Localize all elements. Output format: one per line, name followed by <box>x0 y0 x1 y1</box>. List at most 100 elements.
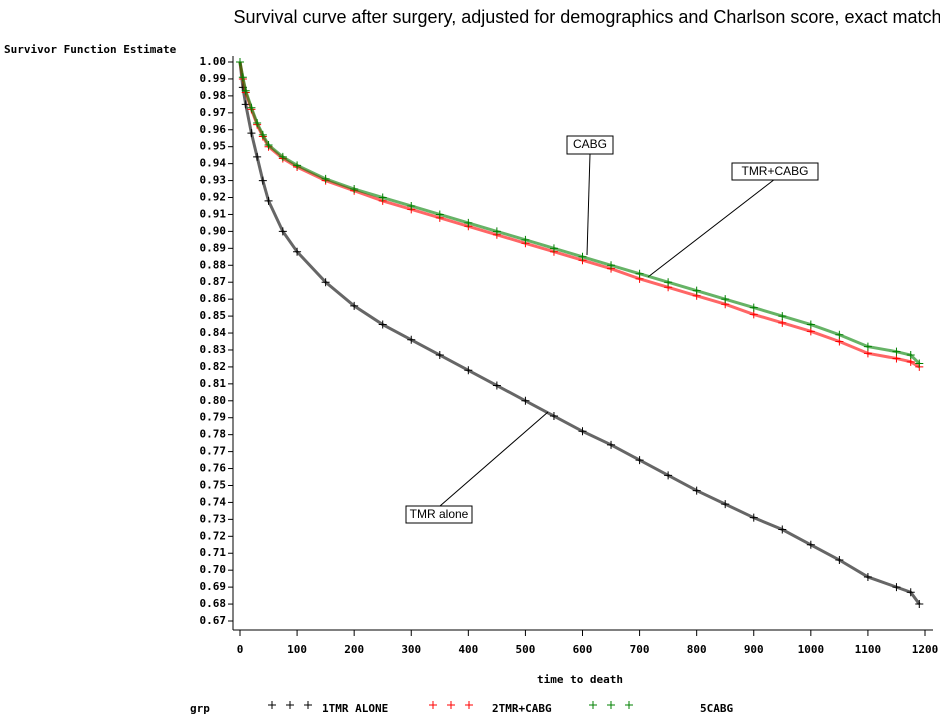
point <box>906 357 915 366</box>
point <box>863 572 872 581</box>
point <box>492 381 501 390</box>
x-axis-label: time to death <box>537 673 623 686</box>
annotation-leader <box>439 411 549 507</box>
point <box>635 456 644 465</box>
point <box>435 210 444 219</box>
point <box>749 310 758 319</box>
point <box>258 130 267 139</box>
point <box>578 252 587 261</box>
point <box>247 103 256 112</box>
y-tick-label: 0.69 <box>200 580 227 593</box>
point <box>806 320 815 329</box>
point <box>721 500 730 509</box>
annotation: TMR alone <box>410 507 469 521</box>
legend-marker <box>286 701 294 709</box>
y-tick-label: 0.70 <box>200 563 227 576</box>
x-tick-label: 0 <box>237 643 244 656</box>
legend-marker <box>625 701 633 709</box>
point <box>407 201 416 210</box>
point <box>492 227 501 236</box>
point <box>906 351 915 360</box>
point <box>464 218 473 227</box>
point <box>258 176 267 185</box>
y-tick-label: 0.67 <box>200 614 227 627</box>
point <box>863 342 872 351</box>
y-tick-label: 0.91 <box>200 207 227 220</box>
point <box>806 327 815 336</box>
x-tick-label: 600 <box>573 643 593 656</box>
point <box>692 486 701 495</box>
point <box>749 303 758 312</box>
y-tick-label: 0.90 <box>200 224 227 237</box>
legend-label: 2TMR+CABG <box>492 702 552 715</box>
point <box>863 349 872 358</box>
y-tick-label: 1.00 <box>200 55 227 68</box>
annotation-box <box>405 505 473 524</box>
x-tick-label: 500 <box>515 643 535 656</box>
point <box>264 141 273 150</box>
point <box>264 196 273 205</box>
point <box>350 185 359 194</box>
point <box>321 278 330 287</box>
x-tick-label: 800 <box>687 643 707 656</box>
y-tick-label: 0.95 <box>200 140 227 153</box>
point <box>407 335 416 344</box>
legend-label: 5CABG <box>700 702 733 715</box>
y-tick-label: 0.99 <box>200 72 227 85</box>
y-tick-label: 0.82 <box>200 360 227 373</box>
y-tick-label: 0.96 <box>200 123 227 136</box>
y-tick-label: 0.85 <box>200 309 227 322</box>
legend-marker <box>607 701 615 709</box>
point <box>749 513 758 522</box>
y-tick-label: 0.84 <box>200 326 227 339</box>
annotation: CABG <box>573 137 607 151</box>
y-tick-label: 0.77 <box>200 445 227 458</box>
y-tick-label: 0.75 <box>200 478 227 491</box>
legend-marker <box>447 701 455 709</box>
point <box>835 337 844 346</box>
point <box>721 295 730 304</box>
point <box>293 161 302 170</box>
chart-title: Survival curve after surgery, adjusted f… <box>233 7 940 27</box>
x-tick-label: 300 <box>401 643 421 656</box>
point <box>253 152 262 161</box>
point <box>607 440 616 449</box>
point <box>247 129 256 138</box>
annotation: TMR+CABG <box>741 164 808 178</box>
legend-marker <box>268 701 276 709</box>
y-tick-label: 0.89 <box>200 241 227 254</box>
point <box>692 286 701 295</box>
point <box>892 347 901 356</box>
point <box>778 525 787 534</box>
y-tick-label: 0.74 <box>200 495 227 508</box>
y-axis-label: Survivor Function Estimate <box>4 43 177 56</box>
y-tick-label: 0.71 <box>200 546 227 559</box>
point <box>241 86 250 95</box>
series-line <box>238 61 921 369</box>
point <box>635 269 644 278</box>
point <box>664 278 673 287</box>
legend-label: 1TMR ALONE <box>322 702 388 715</box>
point <box>915 600 924 609</box>
x-tick-label: 400 <box>458 643 478 656</box>
point <box>464 366 473 375</box>
point <box>549 412 558 421</box>
point <box>835 556 844 565</box>
x-tick-label: 1100 <box>855 643 882 656</box>
point <box>350 301 359 310</box>
point <box>906 588 915 597</box>
point <box>915 359 924 368</box>
point <box>378 320 387 329</box>
y-tick-label: 0.93 <box>200 174 227 187</box>
series <box>236 58 924 371</box>
legend-marker <box>589 701 597 709</box>
y-tick-label: 0.79 <box>200 411 227 424</box>
y-tick-label: 0.78 <box>200 428 227 441</box>
legend-title: grp <box>190 702 210 715</box>
y-tick-label: 0.86 <box>200 292 227 305</box>
legend-marker <box>465 701 473 709</box>
y-tick-label: 0.94 <box>200 157 227 170</box>
point <box>607 261 616 270</box>
annotation-box <box>566 135 614 155</box>
